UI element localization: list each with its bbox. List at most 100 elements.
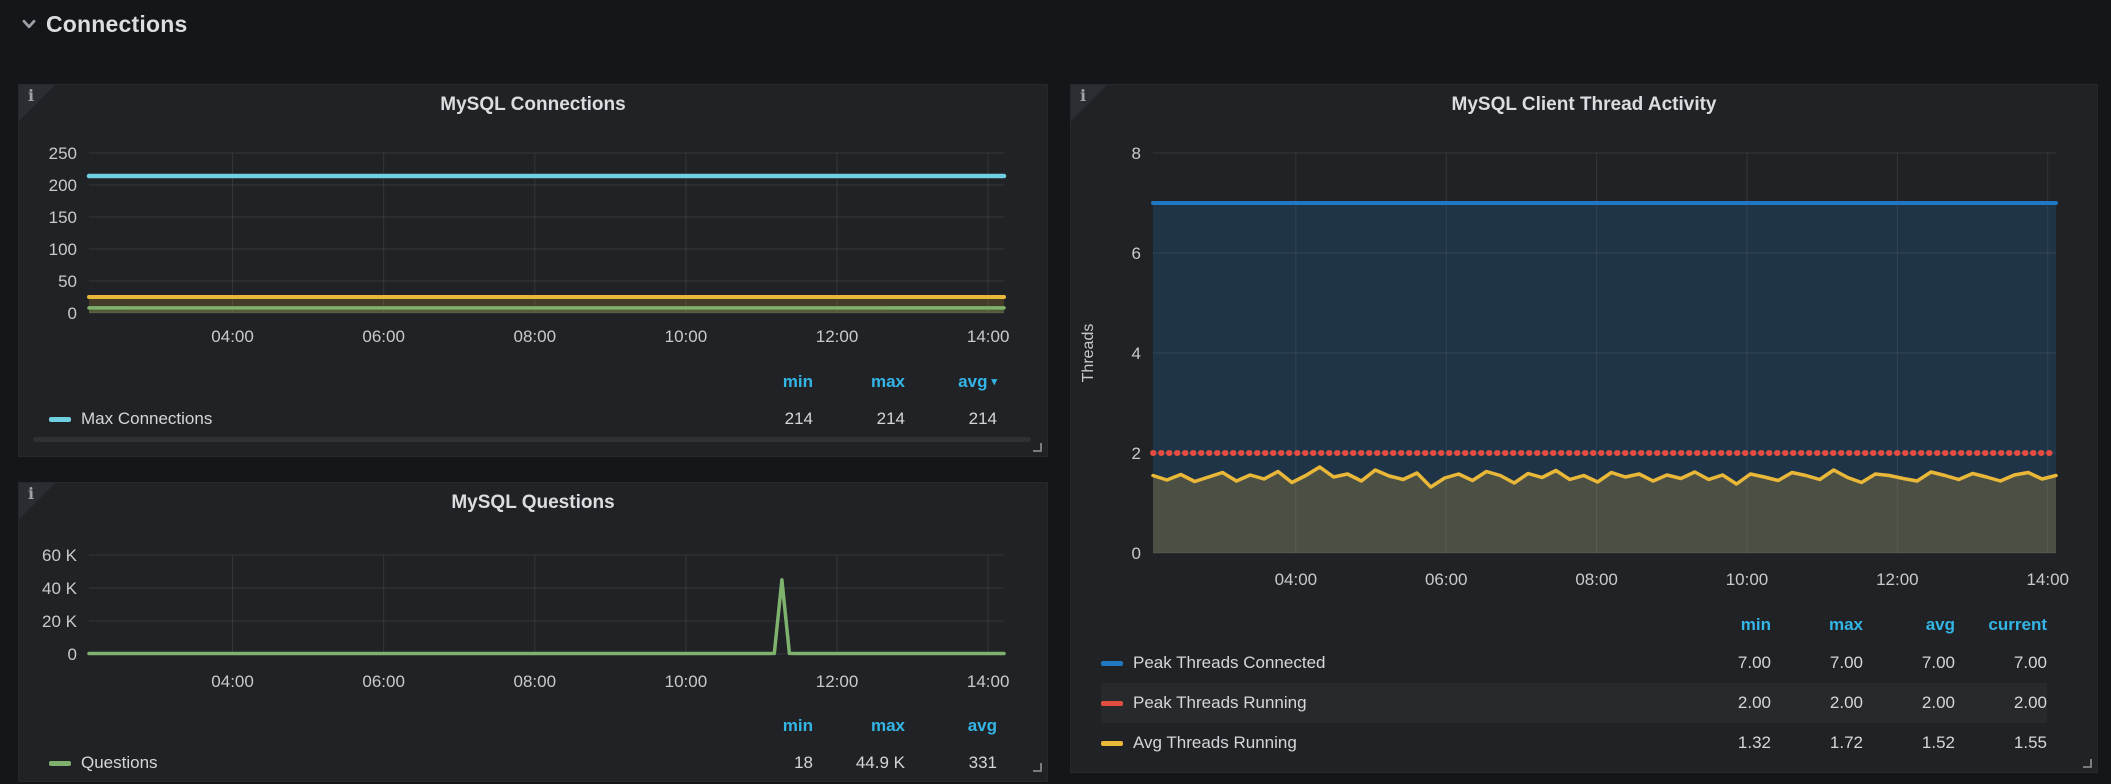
- legend-value: 1.55: [2013, 733, 2047, 752]
- section-title: Connections: [46, 10, 188, 37]
- y-axis-label: Threads: [1080, 324, 1097, 383]
- y-tick-label: 2: [1132, 444, 1141, 463]
- legend-value: 1.52: [1921, 733, 1955, 752]
- mysql-client-thread-activity-chart[interactable]: 0 2 4 6 8 04:00 06:00 08:00 10:00 12:00 14:00 Threa…: [1071, 85, 2099, 774]
- x-tick-label: 04:00: [211, 327, 254, 346]
- x-tick-label: 14:00: [2026, 570, 2069, 589]
- y-tick-label: 150: [49, 208, 77, 227]
- legend-value: 214: [968, 409, 997, 428]
- legend-column-min[interactable]: min: [1740, 615, 1771, 634]
- panel-resize-handle[interactable]: [1031, 761, 1043, 773]
- panel-mysql-client-thread-activity: i MySQL Client Thread Activity 0 2 4 6 8 04:0…: [1070, 84, 2098, 773]
- panel-resize-handle[interactable]: [2081, 757, 2093, 769]
- y-tick-label: 0: [1132, 544, 1141, 563]
- x-tick-label: 08:00: [514, 672, 557, 691]
- legend-header: min max avg ▾: [49, 370, 997, 394]
- series-line: [1151, 465, 2058, 489]
- legend-column-max[interactable]: max: [870, 372, 905, 391]
- x-tick-label: 04:00: [211, 672, 254, 691]
- x-tick-label: 06:00: [362, 327, 405, 346]
- y-tick-label: 0: [68, 645, 77, 664]
- legend-series-label[interactable]: Peak Threads Connected: [1133, 653, 1326, 672]
- legend-value: 1.72: [1829, 733, 1863, 752]
- y-tick-label: 60 K: [42, 546, 78, 565]
- chevron-down-icon[interactable]: [20, 15, 38, 33]
- legend-swatch-icon[interactable]: [49, 760, 71, 766]
- legend-column-avg[interactable]: avg: [967, 716, 997, 735]
- panel-resize-handle[interactable]: [1031, 441, 1043, 453]
- legend-scrollbar[interactable]: [33, 437, 1031, 442]
- legend-swatch-icon[interactable]: [49, 416, 71, 422]
- legend-series-label[interactable]: Avg Threads Running: [1133, 733, 1297, 752]
- y-tick-label: 8: [1132, 144, 1141, 163]
- legend-value: 18: [794, 753, 813, 772]
- legend-swatch-icon[interactable]: [1101, 740, 1123, 746]
- x-tick-label: 08:00: [1575, 570, 1618, 589]
- legend-value: 7.00: [1737, 653, 1771, 672]
- legend-value: 1.32: [1737, 733, 1771, 752]
- legend-column-avg[interactable]: avg ▾: [958, 372, 997, 391]
- legend: min max avg current Peak Threads Connected 7.…: [1101, 613, 2047, 763]
- legend-value: 214: [876, 409, 905, 428]
- x-tick-label: 14:00: [967, 327, 1010, 346]
- x-tick-label: 04:00: [1275, 570, 1318, 589]
- panel-info-icon[interactable]: i: [19, 483, 55, 519]
- legend-row: Peak Threads Connected 7.00 7.00 7.00 7.00: [1101, 643, 2047, 683]
- legend: min max avg Questions 18 44.9 K 331: [49, 714, 997, 782]
- legend-swatch-icon[interactable]: [1101, 700, 1123, 706]
- legend-row: Max Connections 214 214 214: [49, 400, 997, 438]
- x-tick-label: 14:00: [967, 672, 1010, 691]
- legend-value: 7.00: [2013, 653, 2047, 672]
- x-tick-label: 10:00: [665, 327, 708, 346]
- legend-series-label[interactable]: Peak Threads Running: [1133, 693, 1307, 712]
- legend-value: 7.00: [1829, 653, 1863, 672]
- legend-column-current[interactable]: current: [1988, 615, 2047, 634]
- legend-column-max[interactable]: max: [870, 716, 905, 735]
- y-tick-label: 4: [1132, 344, 1141, 363]
- x-tick-label: 12:00: [816, 672, 859, 691]
- panel-mysql-questions: i MySQL Questions 0 20 K 40 K 60 K 04:00 06:0…: [18, 482, 1048, 782]
- legend-column-min[interactable]: min: [782, 716, 813, 735]
- y-tick-label: 20 K: [42, 612, 78, 631]
- y-tick-label: 250: [49, 144, 77, 163]
- legend-column-avg[interactable]: avg: [1925, 615, 1955, 634]
- panel-info-icon[interactable]: i: [19, 85, 55, 121]
- legend-row: Avg Threads Running 1.32 1.72 1.52 1.55: [1101, 723, 2047, 763]
- legend-value: 2.00: [1921, 693, 1955, 712]
- legend: min max avg ▾ Max Connections 214 214 214: [49, 370, 997, 438]
- sort-caret-icon: ▾: [991, 376, 997, 388]
- panel-title[interactable]: MySQL Questions: [451, 492, 615, 513]
- y-tick-label: 0: [68, 304, 77, 323]
- y-tick-label: 100: [49, 240, 77, 259]
- x-tick-label: 12:00: [816, 327, 859, 346]
- legend-value: 331: [968, 753, 997, 772]
- legend-header: min max avg current: [1101, 613, 2047, 637]
- panel-info-icon[interactable]: i: [1071, 85, 1107, 121]
- legend-row: Questions 18 44.9 K 331: [49, 744, 997, 782]
- mysql-connections-chart[interactable]: 0 50 100 150 200 250 04:00 06:00 08:00 10:00 12:00…: [19, 85, 1049, 458]
- legend-value: 2.00: [2013, 693, 2047, 712]
- panel-title[interactable]: MySQL Connections: [440, 94, 626, 115]
- x-tick-label: 12:00: [1876, 570, 1919, 589]
- y-tick-label: 50: [58, 272, 77, 291]
- x-tick-label: 10:00: [1726, 570, 1769, 589]
- legend-series-label[interactable]: Max Connections: [81, 409, 213, 428]
- mysql-questions-chart[interactable]: 0 20 K 40 K 60 K 04:00 06:00 08:00 10:00 12:00 14…: [19, 483, 1049, 783]
- legend-column-max[interactable]: max: [1828, 615, 1863, 634]
- x-tick-label: 10:00: [665, 672, 708, 691]
- panel-title[interactable]: MySQL Client Thread Activity: [1451, 94, 1717, 115]
- legend-swatch-icon[interactable]: [1101, 660, 1123, 666]
- legend-series-label[interactable]: Questions: [81, 753, 158, 772]
- legend-column-min[interactable]: min: [782, 372, 813, 391]
- legend-header: min max avg: [49, 714, 997, 738]
- series-line: [87, 578, 1006, 656]
- legend-value: 214: [784, 409, 813, 428]
- y-tick-label: 40 K: [42, 579, 78, 598]
- section-row-connections[interactable]: Connections: [20, 8, 187, 40]
- y-tick-label: 6: [1132, 244, 1141, 263]
- x-tick-label: 06:00: [362, 672, 405, 691]
- y-tick-label: 200: [49, 176, 77, 195]
- legend-row: Peak Threads Running 2.00 2.00 2.00 2.00: [1101, 683, 2047, 723]
- x-tick-label: 06:00: [1425, 570, 1468, 589]
- x-tick-label: 08:00: [514, 327, 557, 346]
